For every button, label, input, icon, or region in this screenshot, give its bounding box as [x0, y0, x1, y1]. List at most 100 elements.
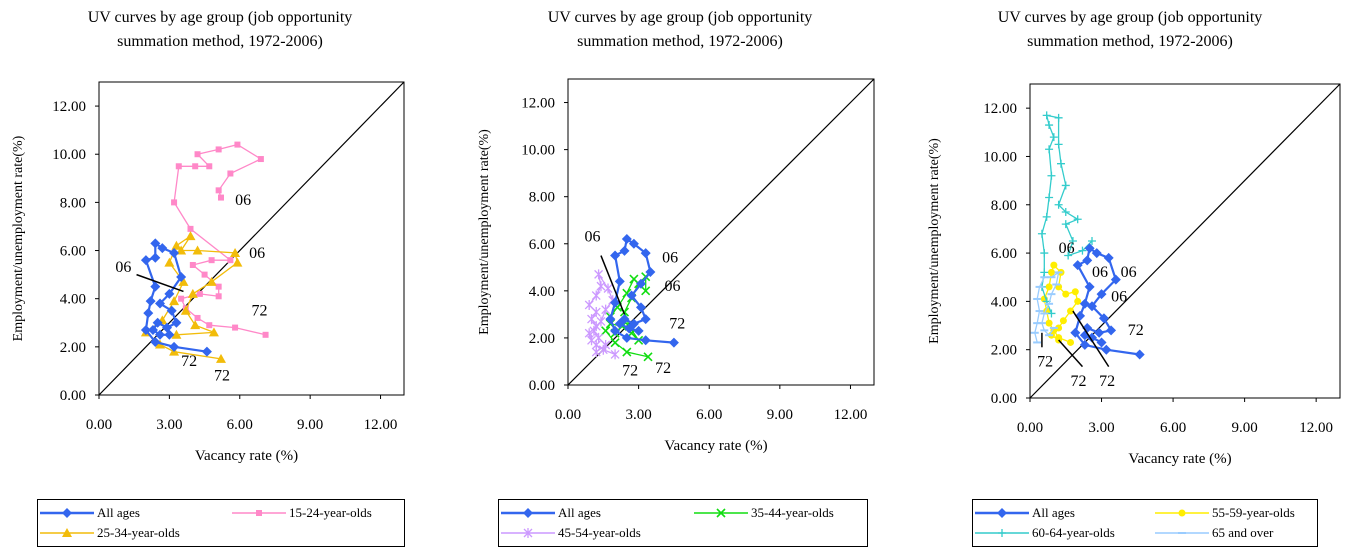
- data-point: [215, 146, 222, 153]
- legend-marker: [62, 508, 72, 518]
- y-tick-label: 10.00: [52, 147, 86, 163]
- legend-marker: [523, 508, 533, 518]
- data-point: [232, 257, 243, 267]
- data-point: [1084, 281, 1095, 292]
- data-point: [643, 352, 653, 362]
- series-line: [1074, 246, 1140, 356]
- data-point: [596, 281, 606, 292]
- uv-plot-2: 0.00 3.00 6.00 9.00 12.00 0.00 2.00 4.00 6.00 8.0…: [477, 78, 875, 454]
- data-point: [594, 332, 604, 343]
- data-point: [1047, 171, 1056, 180]
- data-point: [164, 329, 175, 340]
- year-annotation: 72: [655, 360, 671, 377]
- data-point: [175, 163, 182, 170]
- data-point: [169, 296, 180, 306]
- y-tick-label: 4.00: [529, 284, 555, 300]
- data-point: [619, 245, 630, 256]
- data-point: [1079, 330, 1090, 341]
- legend-label: 60-64-year-olds: [1032, 525, 1115, 540]
- data-point: [1045, 319, 1053, 327]
- data-point: [171, 240, 182, 250]
- data-point: [180, 305, 191, 315]
- data-point: [1054, 113, 1063, 122]
- data-point: [215, 283, 222, 290]
- data-point: [624, 323, 635, 334]
- legend-item: 60-64-year-olds: [975, 524, 1115, 542]
- annotation-leader: [136, 273, 184, 293]
- data-point: [166, 305, 177, 316]
- data-point: [1096, 337, 1107, 348]
- legend-3: All ages 55-59-year-olds 60-64-year-olds 65…: [972, 499, 1318, 547]
- data-point: [232, 324, 239, 331]
- x-axis-label: Vacancy rate (%): [664, 438, 767, 454]
- series-all-ages: [605, 234, 679, 348]
- data-point: [1047, 268, 1055, 276]
- chart-title-line-2: summation method, 1972-2006): [577, 33, 783, 50]
- data-point: [1098, 313, 1109, 324]
- data-point: [601, 326, 611, 336]
- data-point: [194, 151, 201, 158]
- data-point: [208, 257, 215, 264]
- data-point: [610, 338, 620, 348]
- data-point: [208, 327, 219, 337]
- data-point: [1082, 322, 1093, 333]
- series-line: [144, 241, 208, 353]
- data-point: [140, 255, 151, 266]
- legend-label: All ages: [97, 505, 140, 520]
- data-point: [1079, 298, 1090, 309]
- legend-2: All ages 35-44-year-olds 45-54-year-olds: [498, 499, 868, 547]
- legend-marker: [62, 528, 72, 537]
- x-tick-label: 9.00: [767, 407, 793, 423]
- y-axis-label: Employment/unemployment rate(%): [927, 138, 942, 344]
- data-point: [668, 337, 679, 348]
- y-axis-label: Employment/unemployment rate(%): [11, 135, 26, 341]
- data-point: [218, 194, 224, 201]
- chart-title-line-1: UV curves by age group (job opportunity: [87, 9, 353, 26]
- x-tick-label: 12.00: [364, 417, 398, 433]
- data-point: [169, 247, 180, 258]
- legend-marker: [716, 508, 726, 518]
- data-point: [201, 346, 212, 357]
- plot-area: [567, 78, 875, 386]
- data-point: [190, 320, 201, 330]
- data-point: [1087, 332, 1097, 343]
- data-point: [1073, 215, 1082, 224]
- legend-label: 55-59-year-olds: [1212, 505, 1295, 520]
- data-point: [147, 324, 158, 335]
- data-point: [603, 283, 613, 294]
- data-point: [1037, 229, 1046, 238]
- data-point: [1070, 327, 1081, 338]
- data-point: [1057, 159, 1065, 168]
- year-annotation: 06: [1111, 288, 1127, 305]
- year-annotation: 72: [181, 353, 197, 370]
- data-point: [145, 296, 156, 307]
- chart-title: UV curves by age group (job opportunity …: [460, 6, 900, 54]
- data-point: [257, 156, 264, 163]
- data-point: [234, 141, 241, 148]
- uv-plot-1: 0.00 3.00 6.00 9.00 12.00 0.00 2.00 4.00 6.00 8.0…: [11, 81, 405, 464]
- data-point: [143, 308, 154, 319]
- year-annotation: 06: [1059, 240, 1075, 257]
- year-annotation: 06: [662, 250, 678, 267]
- data-point: [614, 318, 625, 329]
- data-point: [591, 347, 601, 358]
- data-point: [610, 325, 621, 336]
- data-point: [1061, 220, 1070, 229]
- legend-label: All ages: [1032, 505, 1075, 520]
- chart-title-line-1: UV curves by age group (job opportunity: [547, 9, 813, 26]
- y-tick-label: 6.00: [991, 246, 1017, 262]
- year-annotation: 06: [235, 192, 251, 209]
- x-axis-label: Vacancy rate (%): [1128, 451, 1231, 467]
- data-point: [1106, 325, 1117, 336]
- data-point: [1040, 268, 1049, 277]
- data-point: [187, 288, 198, 298]
- y-tick-label: 8.00: [529, 190, 555, 206]
- y-tick-label: 0.00: [60, 388, 86, 404]
- data-point: [176, 272, 187, 283]
- data-point: [206, 276, 217, 286]
- legend-1: All ages 15-24-year-olds 25-34-year-olds: [37, 499, 405, 547]
- legend-label: 35-44-year-olds: [751, 505, 834, 520]
- chart-panel-2: UV curves by age group (job opportunity …: [460, 0, 900, 553]
- year-annotation: 72: [1099, 373, 1115, 390]
- year-annotation: 06: [584, 228, 600, 245]
